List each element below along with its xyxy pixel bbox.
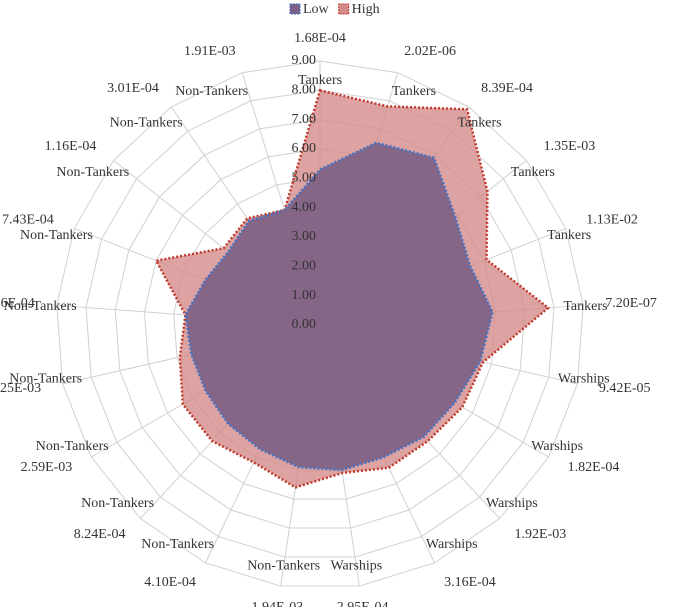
category-label: 8.39E-04 (481, 81, 533, 96)
category-group-label: Non-Tankers (175, 84, 248, 99)
category-label: 1.92E-03 (515, 527, 567, 542)
category-label: 2.59E-03 (21, 460, 73, 475)
r-tick-label: 7.00 (292, 112, 317, 127)
category-label: 2.02E-06 (404, 44, 456, 59)
grid-ring (114, 119, 526, 529)
category-group-label: Tankers (511, 165, 555, 180)
grid-ring (56, 60, 584, 587)
category-label: 1.82E-04 (568, 460, 620, 475)
category-group-label: Warships (558, 372, 610, 387)
category-group-label: Non-Tankers (247, 558, 320, 573)
category-label: 1.68E-04 (294, 31, 346, 46)
r-tick-label: 9.00 (292, 53, 317, 68)
category-label: 4.10E-04 (144, 575, 196, 590)
r-tick-label: 1.00 (292, 288, 317, 303)
category-group-label: Non-Tankers (9, 372, 82, 387)
category-label: 3.16E-04 (444, 575, 496, 590)
legend-swatch (338, 3, 350, 15)
category-group-label: Tankers (392, 84, 436, 99)
category-label: 1.16E-04 (45, 139, 97, 154)
category-label: 2.36E-04 (0, 296, 35, 311)
category-label: 2.95E-04 (337, 600, 389, 607)
r-tick-label: 3.00 (292, 229, 317, 244)
category-group-label: Non-Tankers (81, 496, 154, 511)
category-group-label: Warships (486, 496, 538, 511)
category-group-label: Warships (531, 439, 583, 454)
category-group-label: Tankers (457, 116, 501, 131)
category-label: 1.13E-02 (586, 213, 638, 228)
category-group-label: Tankers (298, 73, 342, 88)
category-label: 7.20E-07 (605, 296, 657, 311)
category-label: 7.43E-04 (2, 213, 54, 228)
grid-ring (85, 89, 555, 558)
r-tick-label: 8.00 (292, 83, 317, 98)
category-label: 1.25E-03 (0, 381, 41, 396)
category-group-label: Non-Tankers (110, 116, 183, 131)
r-tick-label: 2.00 (292, 259, 317, 274)
category-label: 9.42E-05 (599, 381, 651, 396)
category-group-label: Non-Tankers (20, 228, 93, 243)
category-group-label: Tankers (547, 228, 591, 243)
category-label: 3.01E-04 (107, 81, 159, 96)
category-label: 1.35E-03 (544, 139, 596, 154)
r-tick-label: 0.00 (292, 317, 317, 332)
category-group-label: Non-Tankers (56, 165, 129, 180)
category-group-label: Non-Tankers (141, 537, 214, 552)
legend-label: Low (303, 2, 330, 17)
category-label: 8.24E-04 (74, 527, 126, 542)
category-group-label: Tankers (563, 299, 607, 314)
r-tick-label: 5.00 (292, 171, 317, 186)
category-label: 1.91E-03 (184, 44, 236, 59)
r-tick-label: 4.00 (292, 200, 317, 215)
r-tick-label: 6.00 (292, 141, 317, 156)
category-label: 1.94E-03 (252, 600, 304, 607)
legend-swatch (289, 3, 301, 15)
series-area (184, 141, 494, 472)
category-group-label: Warships (330, 558, 382, 573)
category-group-label: Non-Tankers (36, 439, 109, 454)
legend-label: High (352, 2, 380, 17)
category-group-label: Non-Tankers (4, 299, 77, 314)
category-group-label: Warships (426, 537, 478, 552)
